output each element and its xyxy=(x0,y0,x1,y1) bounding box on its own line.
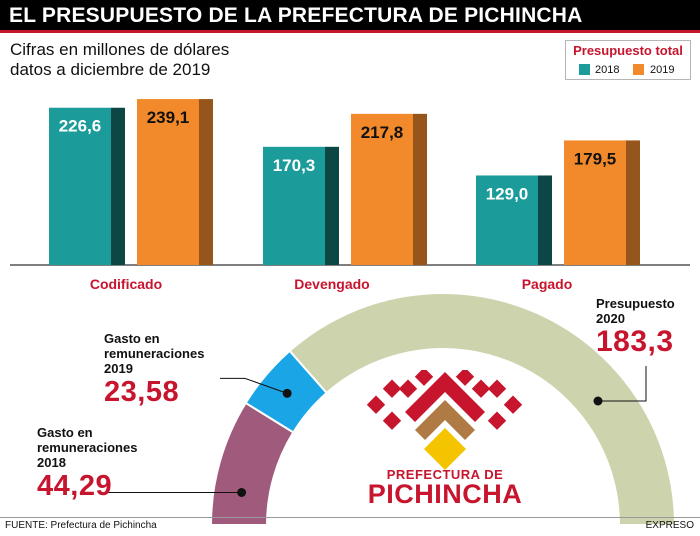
slice-value-2018: 44,29 xyxy=(37,470,113,502)
slice-presupuesto-2020 xyxy=(288,292,677,526)
category-label-pagado: Pagado xyxy=(522,276,573,292)
bar-side-2018-pagado xyxy=(538,175,552,265)
title-bar: EL PRESUPUESTO DE LA PREFECTURA DE PICHI… xyxy=(0,0,700,33)
data-label-2019-pagado: 179,5 xyxy=(574,149,617,168)
source-note: FUENTE: Prefectura de Pichincha xyxy=(5,520,157,531)
bar-side-2018-devengado xyxy=(325,146,339,265)
data-label-2019-codificado: 239,1 xyxy=(147,108,190,127)
bar-side-2019-pagado xyxy=(626,140,640,265)
bar-side-2019-codificado xyxy=(199,99,213,265)
marker-dot-2019 xyxy=(282,388,292,398)
bar-chart: 226,6 170,3 129,0 239,1 217,8 179,5 Codificado… xyxy=(10,99,690,292)
prefectura-logo-icon xyxy=(366,370,523,470)
legend-swatch-2019 xyxy=(633,64,644,75)
data-label-2018-devengado: 170,3 xyxy=(273,156,316,175)
logo-text-main: PICHINCHA xyxy=(367,479,523,509)
category-label-devengado: Devengado xyxy=(294,276,369,292)
bar-side-2019-devengado xyxy=(413,113,427,265)
data-label-2018-codificado: 226,6 xyxy=(59,117,102,136)
legend-title: Presupuesto total xyxy=(573,43,683,58)
data-label-2019-devengado: 217,8 xyxy=(361,123,404,142)
leader-line-2019 xyxy=(220,377,288,394)
bar-2018-codificado xyxy=(49,107,111,266)
slice-label-2019: Gasto en remuneraciones 2019 xyxy=(104,331,205,376)
marker-dot-2020 xyxy=(593,396,603,406)
bar-side-2018-codificado xyxy=(111,107,125,266)
bar-2018-pagado xyxy=(476,175,538,265)
subtitle-line-1: Cifras en millones de dólares xyxy=(10,40,230,59)
category-label-codificado: Codificado xyxy=(90,276,162,292)
marker-dot-2018 xyxy=(237,487,247,497)
chart-title: EL PRESUPUESTO DE LA PREFECTURA DE PICHI… xyxy=(9,4,583,27)
legend-swatch-2018 xyxy=(579,64,590,75)
bar-2018-devengado xyxy=(263,146,325,265)
legend-label-2018: 2018 xyxy=(595,64,620,76)
legend-label-2019: 2019 xyxy=(650,64,675,76)
logo-text-top: PREFECTURA DE xyxy=(386,467,504,482)
leader-line-2020 xyxy=(598,366,647,402)
bar-2019-pagado xyxy=(564,140,626,265)
credit-note: EXPRESO xyxy=(645,520,694,531)
slice-label-2020: Presupuesto 2020 xyxy=(596,296,675,326)
slice-value-2019: 23,58 xyxy=(104,376,180,408)
legend: Presupuesto total 2018 2019 xyxy=(565,40,691,80)
chart-subtitle: Cifras en millones de dólares datos a di… xyxy=(10,40,229,80)
slice-label-2018: Gasto en remuneraciones 2018 xyxy=(37,425,138,470)
bar-2019-devengado xyxy=(351,113,413,265)
slice-value-2020: 183,3 xyxy=(596,325,674,358)
data-label-2018-pagado: 129,0 xyxy=(486,184,529,203)
bar-2019-codificado xyxy=(137,99,199,265)
subtitle-line-2: datos a diciembre de 2019 xyxy=(10,60,211,79)
footer: FUENTE: Prefectura de Pichincha EXPRESO xyxy=(0,517,700,536)
